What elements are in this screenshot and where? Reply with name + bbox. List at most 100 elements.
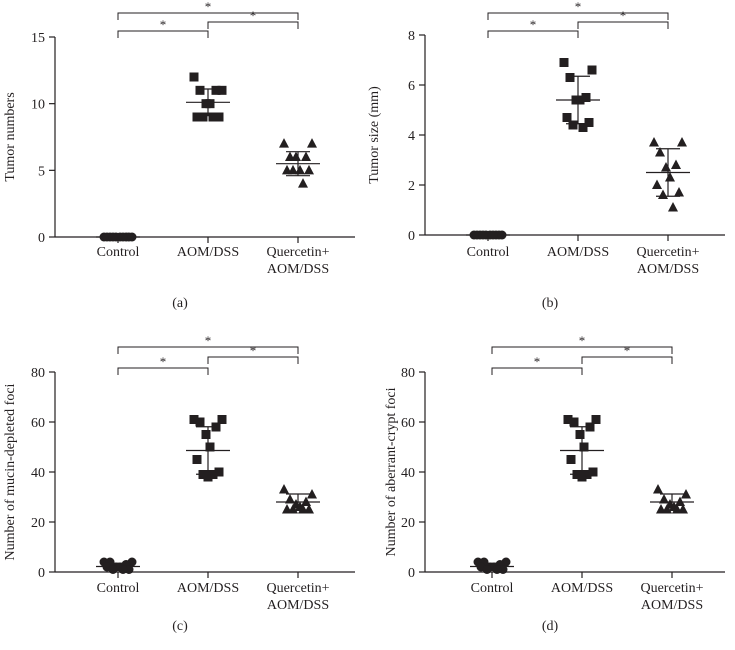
y-tick-label: 60: [31, 416, 45, 431]
y-tick-label: 6: [408, 79, 415, 94]
data-point-circle: [118, 565, 128, 574]
data-point-square: [205, 99, 215, 109]
data-point-square: [205, 442, 215, 452]
data-point-square: [211, 85, 221, 95]
data-point-square: [217, 415, 227, 424]
data-point-triangle: [658, 189, 668, 199]
data-point-triangle: [655, 147, 665, 157]
data-point-square: [579, 442, 589, 452]
significance-bracket: [117, 367, 209, 375]
data-point-triangle: [659, 494, 669, 504]
data-point-square: [585, 422, 595, 432]
data-point-square: [559, 58, 569, 67]
x-tick-label: Control: [467, 245, 510, 260]
y-tick-label: 15: [31, 31, 45, 46]
y-tick-label: 20: [31, 516, 45, 531]
x-tick-label: AOM/DSS: [267, 598, 329, 613]
significance-star: *: [160, 17, 167, 32]
data-point-triangle: [301, 496, 311, 506]
data-point-triangle: [279, 484, 289, 494]
data-point-square: [195, 85, 205, 95]
data-point-triangle: [301, 151, 311, 161]
data-point-triangle: [285, 494, 295, 504]
significance-star: *: [250, 343, 257, 358]
data-point-square: [563, 415, 573, 424]
significance-bracket: [491, 346, 673, 354]
data-point-circle: [108, 232, 118, 242]
data-point-square: [581, 93, 591, 102]
data-point-square: [189, 415, 199, 424]
data-point-square: [211, 422, 221, 432]
significance-star: *: [205, 333, 212, 348]
significance-bracket: [117, 346, 299, 354]
significance-bracket: [487, 30, 579, 38]
data-point-triangle: [291, 151, 301, 161]
y-axis-label: Number of aberrant-crypt foci: [384, 387, 399, 556]
data-point-triangle: [668, 202, 678, 212]
y-tick-label: 0: [408, 566, 415, 581]
y-tick-label: 40: [31, 466, 45, 481]
y-axis-label: Tumor size (mm): [367, 86, 382, 184]
data-point-square: [584, 118, 594, 127]
data-point-square: [591, 415, 601, 424]
y-tick-label: 60: [401, 416, 415, 431]
data-point-square: [578, 123, 588, 132]
data-point-square: [562, 113, 572, 122]
data-point-square: [566, 455, 576, 464]
x-tick-label: AOM/DSS: [551, 581, 613, 596]
panel-label: (d): [542, 619, 559, 634]
data-point-square: [208, 470, 218, 479]
data-point-square: [203, 472, 213, 482]
y-axis-label: Number of mucin-depleted foci: [3, 383, 18, 560]
data-point-triangle: [671, 159, 681, 169]
significance-star: *: [250, 8, 257, 23]
x-tick-label: Quercetin+: [266, 581, 329, 596]
significance-bracket: [207, 356, 299, 364]
chart-panel: 0 2 4 6 8 Control AOM/DSS Quercetin+ AOM/DSS Tumo…: [367, 0, 725, 311]
significance-bracket: [207, 21, 299, 29]
data-point-triangle: [675, 496, 685, 506]
data-point-square: [214, 467, 224, 477]
data-point-square: [575, 430, 585, 439]
significance-bracket: [487, 12, 669, 20]
data-point-square: [582, 470, 592, 479]
data-point-square: [198, 112, 208, 122]
data-point-square: [189, 72, 199, 82]
chart-panel: 0 20 40 60 80 Control AOM/DSS Quercetin+ AOM/DSS…: [384, 333, 725, 634]
data-point-square: [568, 120, 578, 130]
data-point-triangle: [298, 504, 308, 514]
x-tick-label: AOM/DSS: [641, 598, 703, 613]
data-point-circle: [482, 565, 492, 574]
x-tick-label: AOM/DSS: [267, 262, 329, 277]
data-point-square: [575, 95, 585, 105]
data-point-square: [572, 470, 582, 479]
y-axis-label: Tumor numbers: [3, 92, 18, 181]
data-point-triangle: [288, 504, 298, 514]
data-point-square: [198, 470, 208, 479]
data-point-square: [217, 85, 227, 95]
panel-label: (b): [542, 296, 559, 311]
data-point-square: [587, 65, 597, 75]
panel-label: (a): [172, 296, 188, 311]
y-tick-label: 80: [31, 366, 45, 381]
y-tick-label: 2: [408, 179, 415, 194]
y-tick-label: 40: [401, 466, 415, 481]
data-point-triangle: [661, 162, 671, 172]
data-point-square: [577, 472, 587, 482]
data-point-triangle: [681, 489, 691, 499]
significance-bracket: [577, 21, 669, 29]
data-point-triangle: [307, 138, 317, 148]
x-tick-label: Control: [97, 581, 140, 596]
data-point-square: [214, 112, 224, 122]
significance-star: *: [579, 333, 586, 348]
y-tick-label: 10: [31, 98, 45, 113]
y-tick-label: 0: [408, 229, 415, 244]
significance-star: *: [530, 17, 537, 32]
data-point-triangle: [674, 187, 684, 197]
x-tick-label: Control: [471, 581, 514, 596]
data-point-circle: [108, 565, 118, 574]
y-tick-label: 0: [38, 566, 45, 581]
data-point-triangle: [652, 179, 662, 189]
data-point-triangle: [295, 164, 305, 175]
x-tick-label: Quercetin+: [640, 581, 703, 596]
